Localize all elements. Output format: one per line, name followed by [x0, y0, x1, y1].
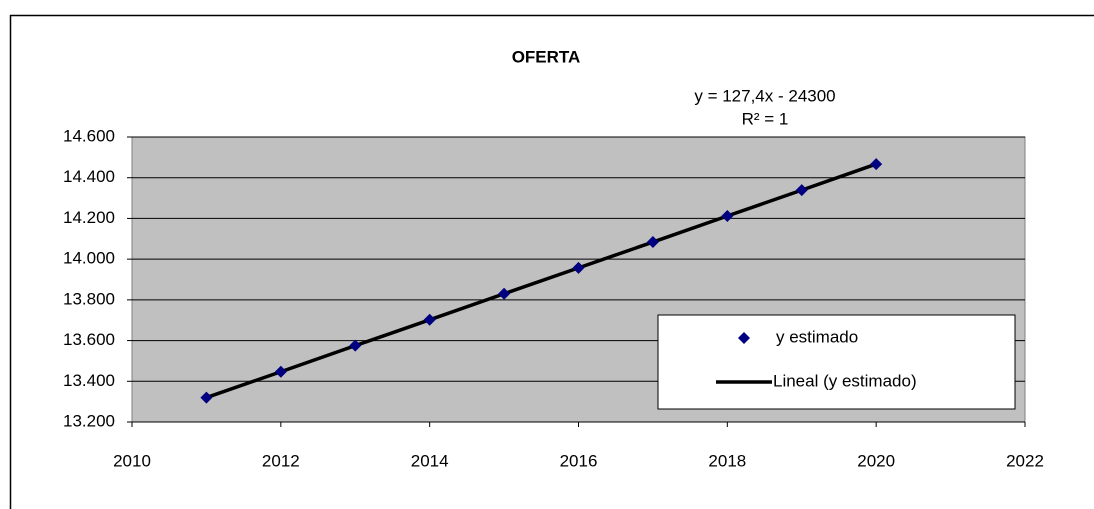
x-tick-label: 2014 [411, 451, 449, 470]
data-point [200, 391, 213, 404]
data-point [274, 365, 287, 378]
trendline [205, 162, 877, 400]
y-tick-label: 13.400 [63, 371, 115, 390]
data-point [423, 313, 436, 326]
data-point [572, 261, 585, 274]
x-tick-label: 2022 [1006, 451, 1044, 470]
y-tick-label: 14.000 [63, 249, 115, 268]
y-tick-label: 14.400 [63, 167, 115, 186]
y-tick-label: 13.200 [63, 411, 115, 430]
x-tick-label: 2018 [708, 451, 746, 470]
chart-title: OFERTA [512, 47, 581, 66]
x-tick-label: 2010 [113, 451, 151, 470]
data-point [498, 287, 511, 300]
legend [657, 314, 1016, 410]
y-tick-label: 13.600 [63, 330, 115, 349]
trendline-r2: R² = 1 [742, 109, 789, 128]
data-point [795, 184, 808, 197]
legend-label: y estimado [776, 327, 858, 346]
legend-label: Lineal (y estimado) [773, 371, 917, 390]
chart-border [9, 14, 1094, 509]
x-tick-label: 2020 [857, 451, 895, 470]
data-point [646, 236, 659, 249]
x-tick-label: 2016 [560, 451, 598, 470]
trendline-equation: y = 127,4x - 24300 [694, 86, 835, 105]
y-tick-label: 14.200 [63, 208, 115, 227]
y-tick-label: 14.600 [63, 126, 115, 145]
data-point [870, 158, 883, 171]
x-tick-label: 2012 [262, 451, 300, 470]
y-tick-label: 13.800 [63, 289, 115, 308]
data-point [349, 339, 362, 352]
legend-marker [738, 332, 750, 344]
data-point [721, 209, 734, 222]
marks [200, 158, 883, 404]
